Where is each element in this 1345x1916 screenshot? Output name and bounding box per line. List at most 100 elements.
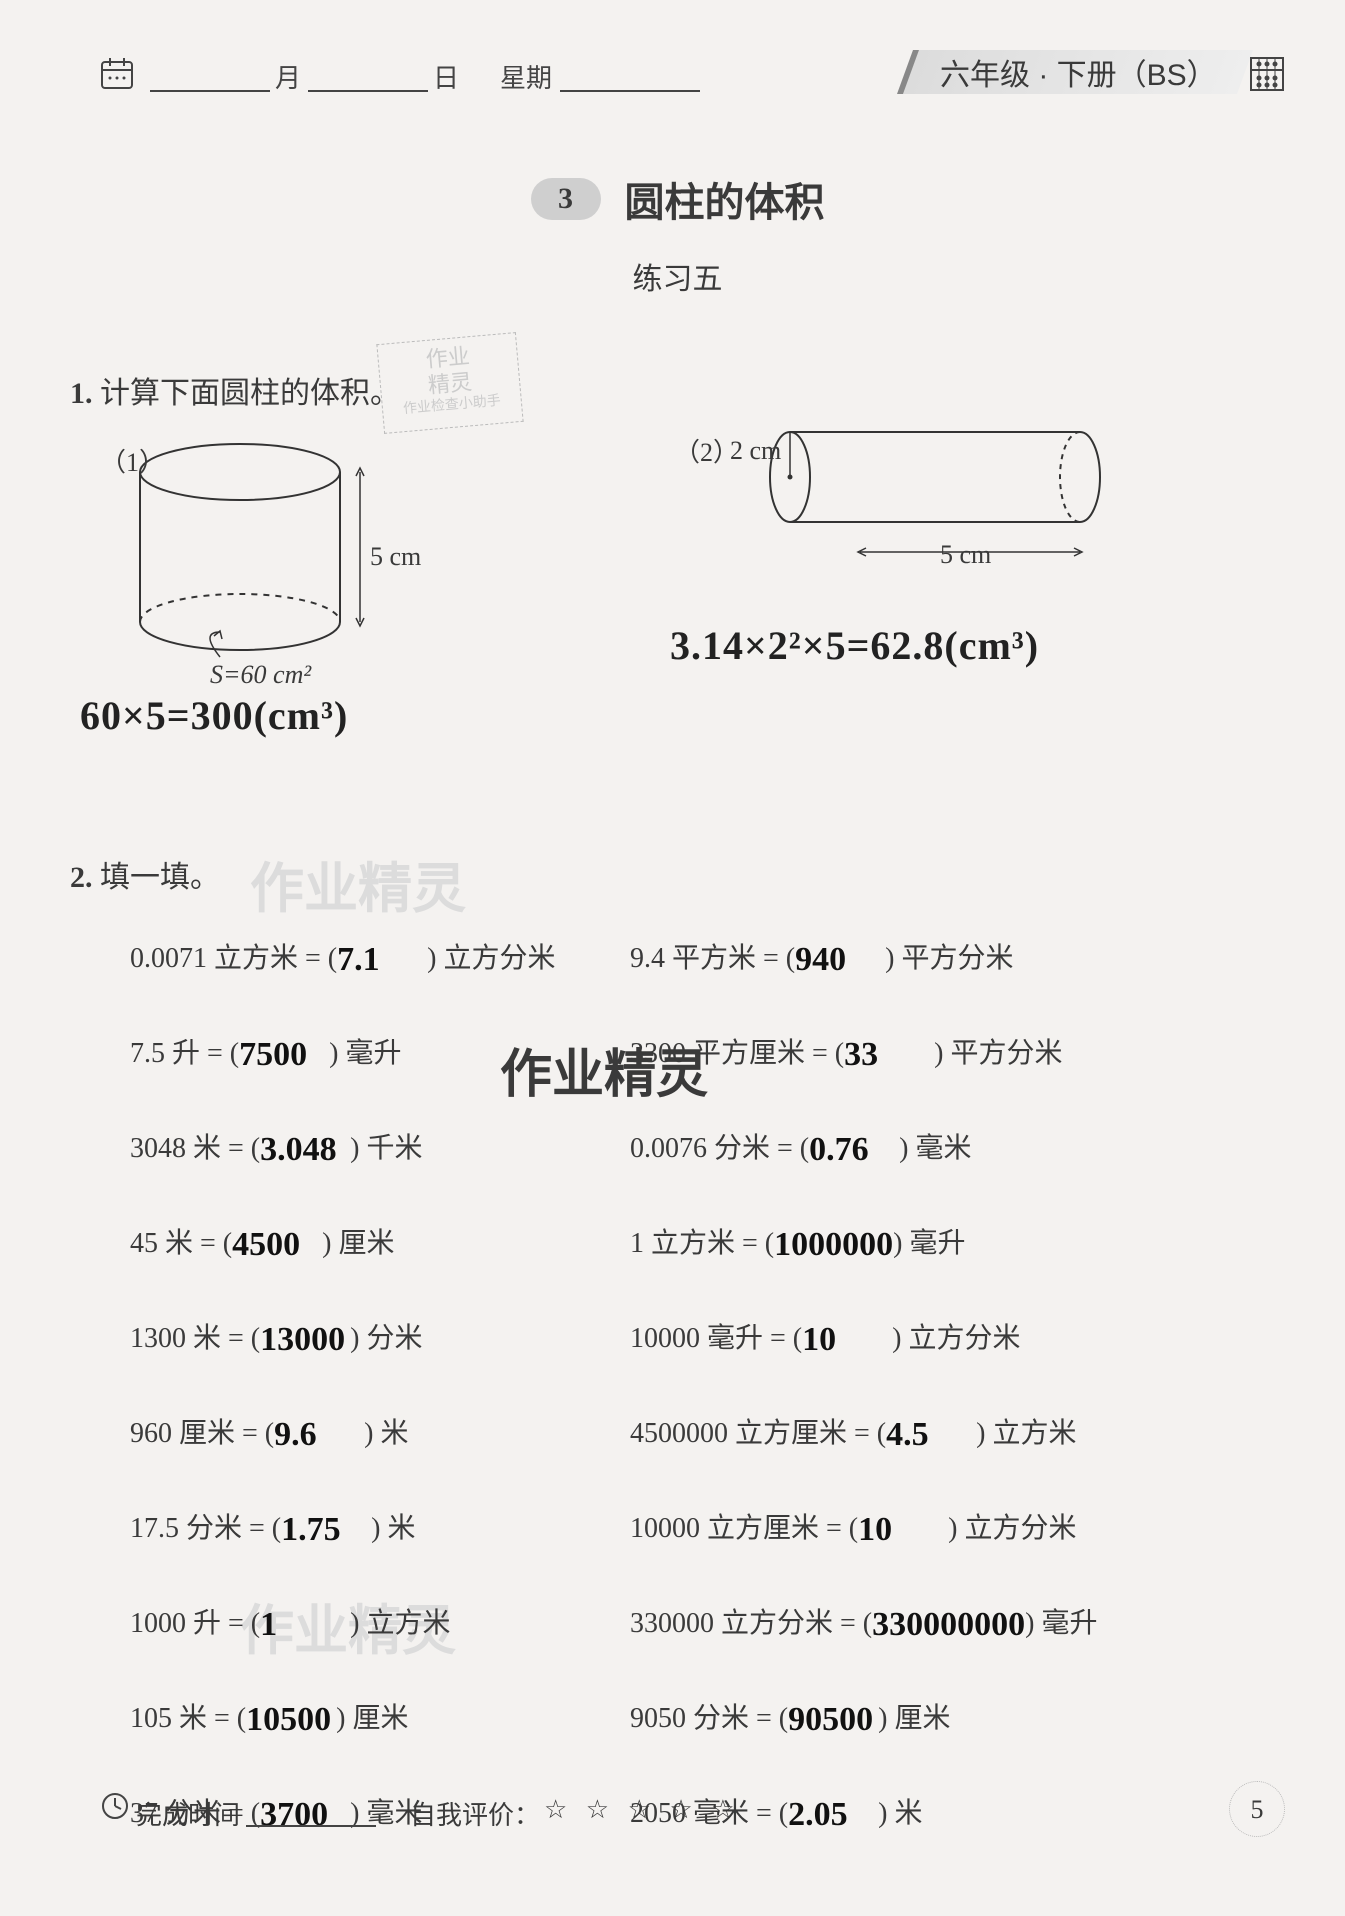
conversion-item: 10000 毫升 = (10) 立方分米: [630, 1316, 1020, 1356]
conversion-prefix: 4500000 立方厘米 = (: [630, 1418, 886, 1449]
fig1-height-label: 5 cm: [370, 542, 421, 572]
conversion-suffix: ) 平方分米: [885, 943, 1013, 974]
fig2-hand-answer: 3.14×2²×5=62.8(cm³): [670, 622, 1039, 669]
abacus-icon: [1249, 56, 1285, 97]
conversion-suffix: ) 毫升: [893, 1228, 965, 1259]
conversion-answer: 3.048: [260, 1131, 350, 1169]
conversion-item: 0.0076 分米 = (0.76) 毫米: [630, 1126, 971, 1166]
conversion-suffix: ) 立方分米: [427, 943, 555, 974]
watermark-top: 作业精灵: [250, 844, 466, 923]
q2-text: 填一填。: [100, 861, 220, 894]
conversion-suffix: ) 立方米: [350, 1608, 450, 1639]
footer-time-label: 完成时间: [136, 1795, 240, 1832]
conversion-item: 960 厘米 = (9.6) 米: [130, 1411, 408, 1451]
section-title: 圆柱的体积: [625, 170, 825, 228]
fig2-length-label: 5 cm: [940, 540, 991, 570]
conversion-prefix: 10000 毫升 = (: [630, 1323, 802, 1354]
conversion-prefix: 10000 立方厘米 = (: [630, 1513, 858, 1544]
grade-tab: 六年级 · 下册（BS）: [897, 50, 1253, 94]
conversion-item: 0.0071 立方米 = (7.1) 立方分米: [130, 936, 555, 976]
question-2: 2. 填一填。 作业精灵 作业精灵 0.0071 立方米 = (7.1) 立方分…: [70, 852, 1285, 1916]
conversion-answer: 9.6: [274, 1416, 364, 1454]
conversion-prefix: 0.0076 分米 = (: [630, 1133, 809, 1164]
fig1-hand-answer: 60×5=300(cm³): [80, 692, 348, 739]
q1-number: 1.: [70, 377, 100, 410]
conversion-item: 1000 升 = (1) 立方米: [130, 1601, 450, 1641]
conversion-answer: 10500: [246, 1701, 336, 1739]
clock-icon: [100, 1791, 130, 1826]
label-day: 日: [433, 58, 459, 95]
conversion-suffix: ) 分米: [350, 1323, 422, 1354]
conversion-suffix: ) 厘米: [878, 1703, 950, 1734]
conversion-prefix: 9.4 平方米 = (: [630, 943, 795, 974]
conversion-suffix: ) 米: [364, 1418, 408, 1449]
header-row: 月 日 星期 六年级 · 下册（BS）: [70, 50, 1285, 110]
conversion-suffix: ) 千米: [350, 1133, 422, 1164]
label-weekday: 星期: [500, 58, 552, 95]
conversion-suffix: ) 立方分米: [892, 1323, 1020, 1354]
blank-weekday[interactable]: [560, 90, 700, 92]
conversion-item: 10000 立方厘米 = (10) 立方分米: [630, 1506, 1076, 1546]
conversion-suffix: ) 立方分米: [948, 1513, 1076, 1544]
grade-tab-text: 六年级 · 下册（BS）: [940, 50, 1217, 94]
fig1-label: （1）: [100, 442, 165, 479]
q2-number: 2.: [70, 861, 100, 894]
conversion-answer: 10: [802, 1321, 892, 1359]
conversion-answer: 7500: [239, 1036, 329, 1074]
conversion-answer: 33: [844, 1036, 934, 1074]
conversion-answer: 7.1: [337, 941, 427, 979]
watermark-stamp: 作业 精灵 作业检查小助手: [376, 332, 523, 434]
conversion-answer: 10: [858, 1511, 948, 1549]
label-month: 月: [275, 58, 301, 95]
conversion-item: 17.5 分米 = (1.75) 米: [130, 1506, 415, 1546]
conversion-prefix: 960 厘米 = (: [130, 1418, 274, 1449]
conversion-item: 3048 米 = (3.048) 千米: [130, 1126, 422, 1166]
conversion-suffix: ) 厘米: [322, 1228, 394, 1259]
fig1-basearea-label: S=60 cm²: [210, 660, 311, 690]
blank-time[interactable]: [246, 1825, 376, 1827]
page: 月 日 星期 六年级 · 下册（BS） 3 圆柱的体积 练习五 1.: [70, 50, 1285, 1841]
conversion-item: 7.5 升 = (7500) 毫升: [130, 1031, 401, 1071]
conversion-answer: 13000: [260, 1321, 350, 1359]
footer: 完成时间 自我评价： ☆ ☆ ☆ ☆ ☆ 5: [70, 1781, 1285, 1841]
cylinder-horizontal-icon: [730, 422, 1150, 602]
conversion-prefix: 1300 米 = (: [130, 1323, 260, 1354]
calendar-icon: [100, 56, 134, 95]
conversion-item: 3300 平方厘米 = (33) 平方分米: [630, 1031, 1062, 1071]
conversion-answer: 4.5: [886, 1416, 976, 1454]
conversion-answer: 90500: [788, 1701, 878, 1739]
conversion-suffix: ) 毫升: [329, 1038, 401, 1069]
conversion-suffix: ) 平方分米: [934, 1038, 1062, 1069]
section-number: 3: [531, 178, 601, 220]
conversion-answer: 1000000: [774, 1226, 893, 1264]
conversion-answer: 1.75: [281, 1511, 371, 1549]
conversion-answer: 330000000: [872, 1606, 1025, 1644]
conversion-item: 9050 分米 = (90500) 厘米: [630, 1696, 950, 1736]
footer-stars[interactable]: ☆ ☆ ☆ ☆ ☆: [544, 1795, 741, 1825]
conversion-item: 1300 米 = (13000) 分米: [130, 1316, 422, 1356]
conversion-suffix: ) 毫升: [1025, 1608, 1097, 1639]
conversion-suffix: ) 厘米: [336, 1703, 408, 1734]
conversion-answer: 4500: [232, 1226, 322, 1264]
figures-row: （1） 5 cm S=60 cm² 60×5=300(cm³): [70, 432, 1285, 812]
conversion-prefix: 1000 升 = (: [130, 1608, 260, 1639]
conversion-prefix: 17.5 分米 = (: [130, 1513, 281, 1544]
conversion-grid: 作业精灵 0.0071 立方米 = (7.1) 立方分米7.5 升 = (750…: [70, 936, 1285, 1916]
blank-day[interactable]: [308, 90, 428, 92]
q1-text: 计算下面圆柱的体积。: [100, 377, 400, 410]
footer-rating-label: 自我评价：: [410, 1795, 540, 1832]
conversion-prefix: 9050 分米 = (: [630, 1703, 788, 1734]
conversion-prefix: 3300 平方厘米 = (: [630, 1038, 844, 1069]
conversion-prefix: 45 米 = (: [130, 1228, 232, 1259]
conversion-suffix: ) 毫米: [899, 1133, 971, 1164]
section-header: 3 圆柱的体积: [70, 170, 1285, 228]
conversion-prefix: 105 米 = (: [130, 1703, 246, 1734]
conversion-item: 105 米 = (10500) 厘米: [130, 1696, 408, 1736]
conversion-suffix: ) 立方米: [976, 1418, 1076, 1449]
question-1: 1. 计算下面圆柱的体积。 作业 精灵 作业检查小助手 （1）: [70, 368, 1285, 812]
conversion-answer: 940: [795, 941, 885, 979]
conversion-prefix: 0.0071 立方米 = (: [130, 943, 337, 974]
blank-month[interactable]: [150, 90, 270, 92]
conversion-prefix: 330000 立方分米 = (: [630, 1608, 872, 1639]
conversion-item: 4500000 立方厘米 = (4.5) 立方米: [630, 1411, 1076, 1451]
